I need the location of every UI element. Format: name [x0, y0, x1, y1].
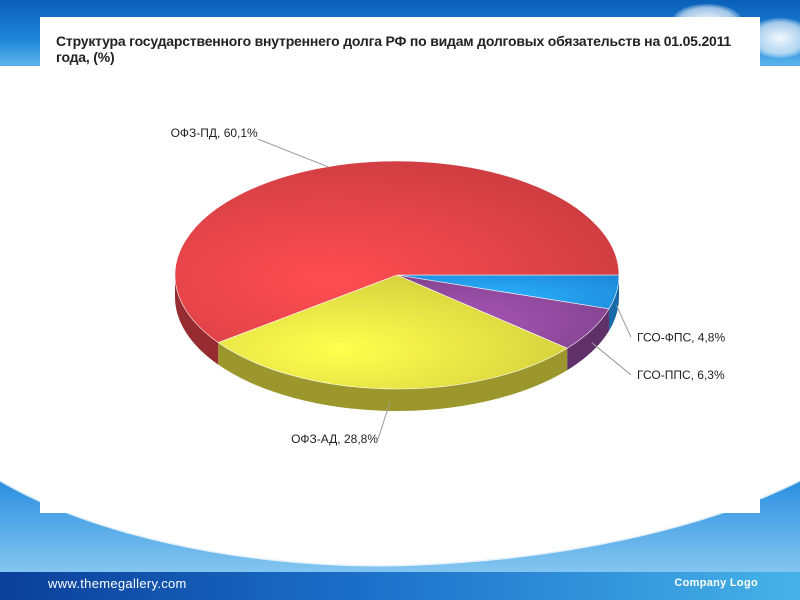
footer-bar [0, 572, 800, 600]
slice-label: ОФЗ-АД, 28,8% [291, 432, 378, 446]
slice-label: ГСО-ППС, 6,3% [637, 368, 725, 382]
footer-url[interactable]: www.themegallery.com [48, 576, 187, 591]
pie-slice-side [218, 342, 568, 411]
slice-label: ГСО-ФПС, 4,8% [637, 330, 725, 344]
label-leader-line [257, 138, 328, 168]
company-logo: Company Logo [674, 577, 758, 589]
label-leader-line [591, 342, 632, 376]
label-leader-line [377, 401, 391, 440]
pie-slice-side [567, 308, 609, 371]
pie-slice-side [608, 275, 619, 331]
bottom-wave-background [0, 478, 800, 600]
pie-slice-side [175, 275, 219, 365]
slice-label: ОФЗ-ПД, 60,1% [171, 126, 258, 140]
chart-title: Структура государственного внутреннего д… [56, 33, 732, 65]
pie-slice [217, 274, 568, 390]
label-leader-line [616, 305, 632, 338]
